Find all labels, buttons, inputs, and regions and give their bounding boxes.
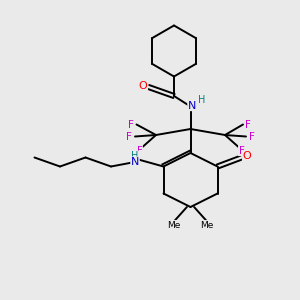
Text: F: F [136, 146, 142, 156]
Text: Me: Me [200, 220, 214, 230]
Text: N: N [188, 100, 196, 111]
Text: H: H [131, 151, 139, 161]
Text: F: F [245, 119, 251, 130]
Text: F: F [249, 131, 255, 142]
Text: H: H [198, 95, 206, 105]
Text: O: O [139, 80, 148, 91]
Text: Me: Me [167, 220, 181, 230]
Text: O: O [242, 151, 251, 161]
Text: F: F [126, 131, 132, 142]
Text: N: N [131, 157, 139, 167]
Text: F: F [238, 146, 244, 156]
Text: F: F [128, 119, 134, 130]
